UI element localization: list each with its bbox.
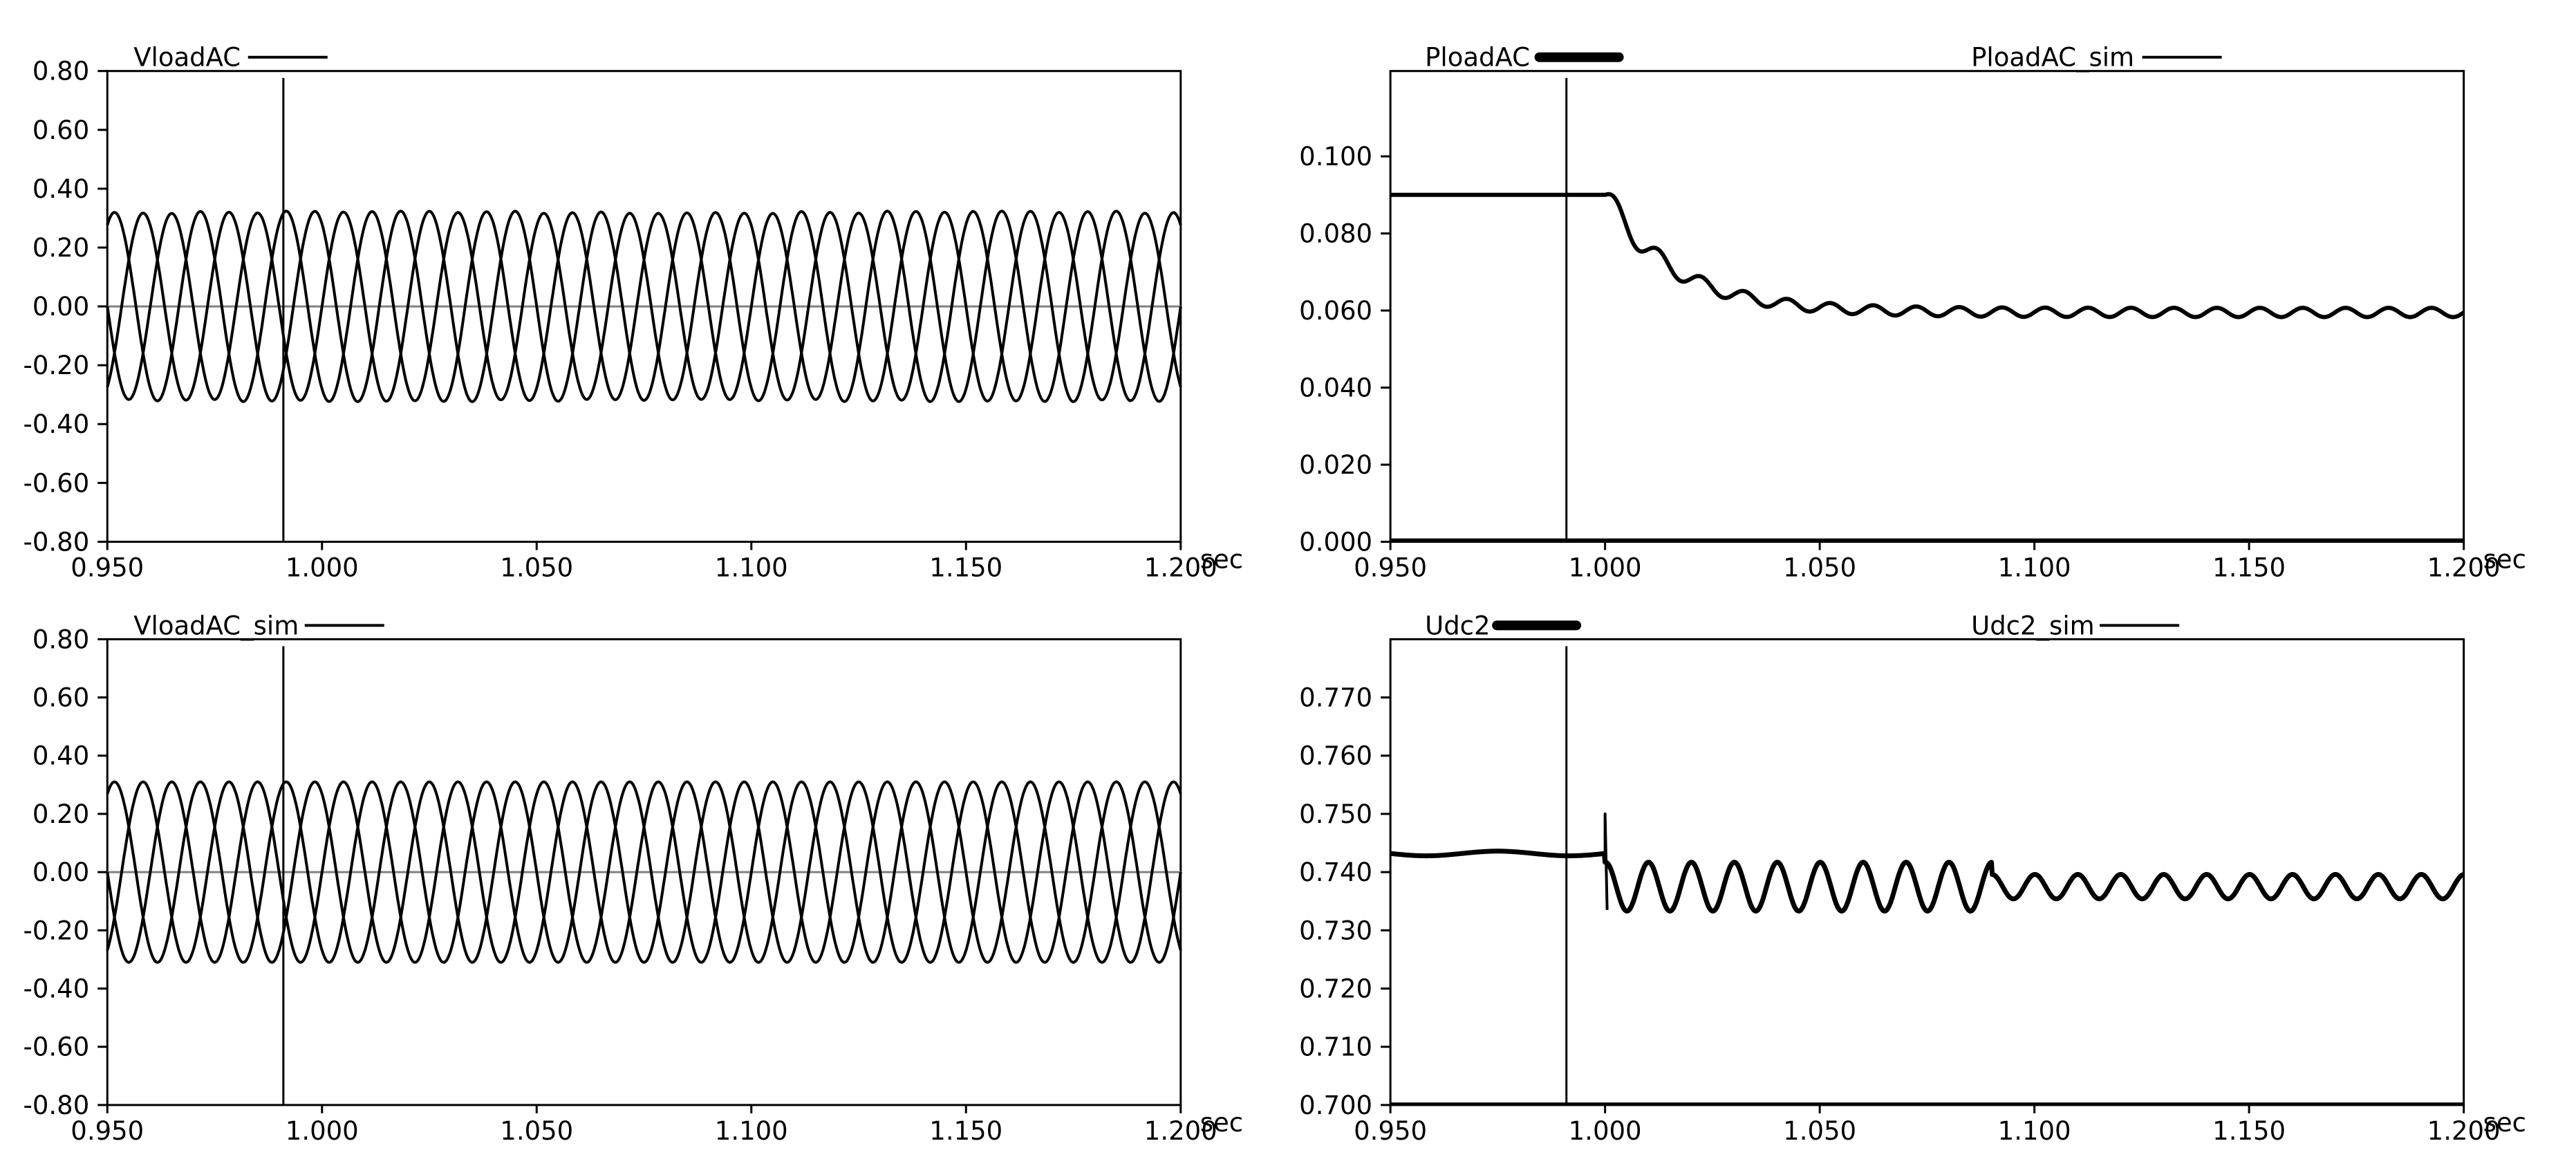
x-tick-label: 1.150: [2212, 553, 2286, 582]
x-tick-label: 1.150: [929, 553, 1002, 582]
x-tick-label: 1.100: [715, 553, 788, 582]
y-tick-label: 0.750: [1299, 799, 1372, 829]
x-tick-label: 1.050: [1783, 553, 1856, 582]
y-tick-label: 0.100: [1299, 142, 1372, 172]
x-tick-label: 0.950: [71, 1116, 144, 1146]
y-tick-label: 0.700: [1299, 1091, 1372, 1120]
series-VloadAC_sim-phase-3: [106, 780, 1182, 964]
y-tick-label: -0.20: [24, 916, 90, 945]
y-tick-label: 0.20: [32, 233, 89, 263]
x-tick-label: 0.950: [1354, 553, 1427, 582]
x-tick-label: 1.100: [1998, 553, 2071, 582]
x-tick-label: 1.000: [286, 1116, 359, 1146]
chart-panel-top-left: 0.80 0.60 0.40 0.20 0.00 -0.20 -0.40 -0.60 -0.80…: [24, 43, 1244, 583]
y-tick-label: 0.080: [1299, 219, 1372, 249]
x-axis-unit-label: sec: [2483, 544, 2526, 574]
y-tick-label: 0.60: [32, 115, 89, 145]
legend-label-Udc2_sim: Udc2_sim: [1971, 611, 2095, 640]
x-tick-label: 1.100: [715, 1116, 788, 1146]
y-tick-label: 0.760: [1299, 741, 1372, 771]
y-tick-label: 0.720: [1299, 974, 1372, 1004]
y-tick-label: 0.060: [1299, 296, 1372, 326]
y-tick-label: -0.80: [24, 527, 90, 557]
x-tick-label: 0.950: [71, 553, 144, 582]
series-Udc2-spike: [1603, 812, 1609, 910]
y-tick-label: 0.80: [32, 624, 89, 654]
series-Udc2-line: [1388, 849, 2465, 914]
y-tick-label: 0.040: [1299, 373, 1372, 403]
chart-panel-bottom-right: 0.770 0.760 0.750 0.740 0.730 0.720 0.710 0.700…: [1299, 611, 2526, 1146]
y-tick-label: 0.730: [1299, 916, 1372, 945]
legend-label-PloadAC: PloadAC: [1425, 43, 1530, 73]
y-tick-label: 0.000: [1299, 527, 1372, 557]
x-tick-label: 1.000: [1569, 553, 1642, 582]
x-tick-label: 1.050: [1783, 1116, 1856, 1146]
x-tick-label: 1.150: [929, 1116, 1002, 1146]
x-axis-unit-label: sec: [2483, 1108, 2526, 1138]
x-tick-label: 1.200: [1144, 1116, 1217, 1146]
y-tick-label: -0.40: [24, 974, 90, 1004]
x-tick-label: 1.050: [500, 1116, 573, 1146]
legend-label-Udc2: Udc2: [1425, 611, 1490, 640]
y-tick-label: 0.40: [32, 174, 89, 204]
y-tick-label: 0.60: [32, 683, 89, 713]
x-tick-label: 0.950: [1354, 1116, 1427, 1146]
x-tick-label: 1.000: [286, 553, 359, 582]
y-tick-label: -0.20: [24, 351, 90, 380]
x-tick-label: 1.200: [2427, 1116, 2501, 1146]
y-tick-label: -0.80: [24, 1091, 90, 1120]
y-tick-label: 0.710: [1299, 1032, 1372, 1062]
plot-frame: [1389, 638, 2465, 1106]
chart-panel-bottom-left: 0.80 0.60 0.40 0.20 0.00 -0.20 -0.40 -0.60 -0.80…: [24, 611, 1244, 1146]
x-axis-unit-label: sec: [1200, 1108, 1243, 1138]
legend-label-VloadAC_sim: VloadAC_sim: [133, 611, 299, 640]
x-axis-unit-label: sec: [1200, 544, 1243, 574]
y-tick-label: -0.60: [24, 468, 90, 498]
x-tick-label: 1.000: [1569, 1116, 1642, 1146]
x-tick-label: 1.050: [500, 553, 573, 582]
y-tick-label: 0.00: [32, 858, 89, 887]
legend-label-PloadAC_sim: PloadAC_sim: [1971, 43, 2134, 73]
y-tick-label: 0.40: [32, 741, 89, 771]
y-tick-label: 0.020: [1299, 450, 1372, 480]
plot-frame: [1389, 70, 2465, 543]
y-tick-label: -0.40: [24, 409, 90, 439]
series-VloadAC-phase-3: [106, 210, 1182, 403]
y-tick-label: 0.00: [32, 292, 89, 322]
y-tick-label: 0.740: [1299, 858, 1372, 887]
y-tick-label: 0.80: [32, 57, 89, 86]
y-tick-label: 0.770: [1299, 683, 1372, 713]
x-tick-label: 1.100: [1998, 1116, 2071, 1146]
x-tick-label: 1.150: [2212, 1116, 2286, 1146]
legend-label-VloadAC: VloadAC: [133, 43, 241, 73]
series-PloadAC-line: [1389, 192, 2465, 319]
x-tick-label: 1.200: [1144, 553, 1217, 582]
x-tick-label: 1.200: [2427, 553, 2501, 582]
y-tick-label: -0.60: [24, 1032, 90, 1062]
y-tick-label: 0.20: [32, 799, 89, 829]
